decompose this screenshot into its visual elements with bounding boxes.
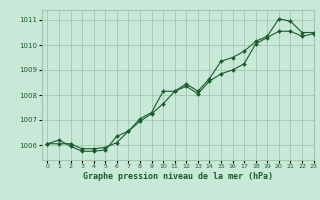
X-axis label: Graphe pression niveau de la mer (hPa): Graphe pression niveau de la mer (hPa) bbox=[83, 172, 273, 181]
